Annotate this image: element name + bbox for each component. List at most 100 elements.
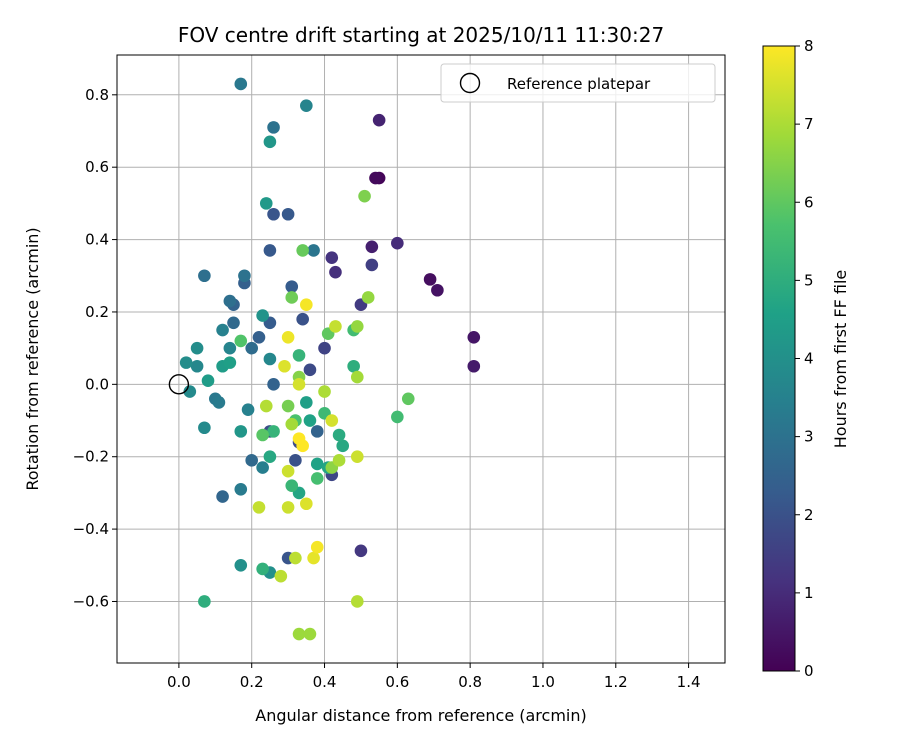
x-tick-label: 1.0 bbox=[531, 673, 555, 691]
data-point bbox=[350, 320, 364, 333]
data-point bbox=[179, 356, 193, 369]
data-point bbox=[198, 269, 211, 283]
data-point bbox=[423, 273, 437, 286]
data-point bbox=[234, 425, 248, 438]
data-point bbox=[198, 595, 211, 608]
data-point bbox=[289, 551, 302, 565]
data-point bbox=[201, 374, 215, 388]
data-point bbox=[285, 291, 299, 304]
colorbar-tick-label: 5 bbox=[804, 271, 814, 289]
colorbar-tick-label: 6 bbox=[804, 193, 814, 211]
x-tick-label: 0.4 bbox=[313, 673, 337, 691]
x-tick-label: 1.4 bbox=[677, 673, 701, 691]
data-point bbox=[292, 378, 306, 391]
data-point bbox=[303, 414, 317, 427]
colorbar-tick-label: 8 bbox=[804, 37, 814, 55]
data-point bbox=[350, 370, 364, 384]
data-point bbox=[332, 454, 346, 467]
data-point bbox=[289, 454, 302, 467]
data-point bbox=[310, 425, 324, 438]
data-point bbox=[234, 77, 248, 91]
data-point bbox=[234, 334, 248, 348]
data-point bbox=[325, 251, 339, 264]
data-point bbox=[241, 403, 255, 416]
x-tick-label: 0.8 bbox=[458, 673, 482, 691]
y-axis-ticks: −0.6 −0.4 −0.2 0.0 0.2 0.4 0.6 0.8 bbox=[73, 86, 117, 610]
data-point bbox=[310, 472, 324, 485]
legend-open-circle-icon bbox=[459, 72, 481, 94]
y-tick-label: 0.2 bbox=[85, 303, 109, 321]
data-point bbox=[190, 359, 204, 373]
data-point bbox=[285, 479, 299, 492]
data-point bbox=[183, 385, 197, 398]
x-tick-label: 0.0 bbox=[167, 673, 191, 691]
data-point bbox=[285, 417, 299, 431]
data-point bbox=[365, 258, 379, 272]
data-point bbox=[318, 385, 331, 398]
colorbar-label: Hours from first FF file bbox=[831, 270, 850, 449]
data-point bbox=[281, 207, 295, 221]
data-point bbox=[263, 135, 277, 149]
data-point bbox=[252, 501, 266, 514]
data-point bbox=[281, 501, 295, 514]
plot-frame bbox=[116, 54, 726, 664]
chart-title: FOV centre drift starting at 2025/10/11 … bbox=[178, 23, 664, 47]
data-point bbox=[223, 341, 237, 355]
data-point bbox=[300, 298, 313, 312]
data-point bbox=[263, 450, 277, 464]
data-point bbox=[212, 396, 226, 409]
data-point bbox=[307, 551, 320, 565]
x-axis-label: Angular distance from reference (arcmin) bbox=[255, 706, 586, 725]
colorbar-tick-label: 7 bbox=[804, 115, 814, 133]
y-tick-label: −0.6 bbox=[73, 592, 109, 610]
data-point bbox=[256, 461, 269, 474]
data-point bbox=[256, 309, 269, 322]
data-point bbox=[325, 414, 339, 427]
data-point bbox=[281, 330, 295, 344]
reference-platepar-marker bbox=[168, 374, 190, 395]
data-point bbox=[190, 341, 204, 355]
x-tick-label: 0.6 bbox=[385, 673, 409, 691]
data-point bbox=[256, 428, 269, 442]
data-point bbox=[252, 330, 266, 344]
data-point bbox=[245, 341, 259, 355]
data-point bbox=[227, 316, 240, 330]
data-point bbox=[223, 294, 237, 308]
data-point bbox=[310, 457, 324, 471]
data-point bbox=[292, 349, 306, 362]
data-point bbox=[267, 425, 280, 438]
data-point bbox=[267, 121, 280, 134]
data-point bbox=[267, 378, 280, 391]
data-point bbox=[350, 450, 364, 464]
data-point bbox=[336, 439, 350, 453]
data-point bbox=[431, 283, 444, 297]
data-point bbox=[234, 482, 248, 496]
x-axis-ticks: 0.0 0.2 0.4 0.6 0.8 1.0 1.2 1.4 bbox=[167, 663, 701, 691]
y-tick-label: 0.0 bbox=[85, 375, 109, 393]
data-point bbox=[401, 392, 415, 406]
data-point bbox=[372, 113, 386, 127]
data-point bbox=[238, 269, 251, 283]
data-point bbox=[303, 627, 317, 641]
data-point bbox=[296, 244, 309, 257]
data-point bbox=[361, 291, 375, 304]
data-point bbox=[278, 359, 291, 373]
colorbar-tick-label: 0 bbox=[804, 662, 814, 680]
data-point bbox=[300, 396, 313, 409]
data-point bbox=[329, 320, 342, 333]
colorbar-tick-label: 4 bbox=[804, 350, 814, 368]
data-point bbox=[292, 432, 306, 445]
data-point bbox=[350, 595, 364, 608]
legend-label: Reference platepar bbox=[507, 75, 651, 93]
colorbar-ticks: 0 1 2 3 4 5 6 7 8 bbox=[795, 37, 814, 680]
data-point bbox=[358, 189, 371, 203]
data-point bbox=[296, 312, 309, 326]
data-point bbox=[310, 540, 324, 554]
data-point bbox=[234, 558, 248, 572]
data-point bbox=[300, 99, 313, 112]
data-point bbox=[329, 265, 342, 279]
colorbar-gradient bbox=[763, 46, 795, 671]
y-tick-label: 0.8 bbox=[85, 86, 109, 104]
data-point bbox=[223, 356, 237, 369]
